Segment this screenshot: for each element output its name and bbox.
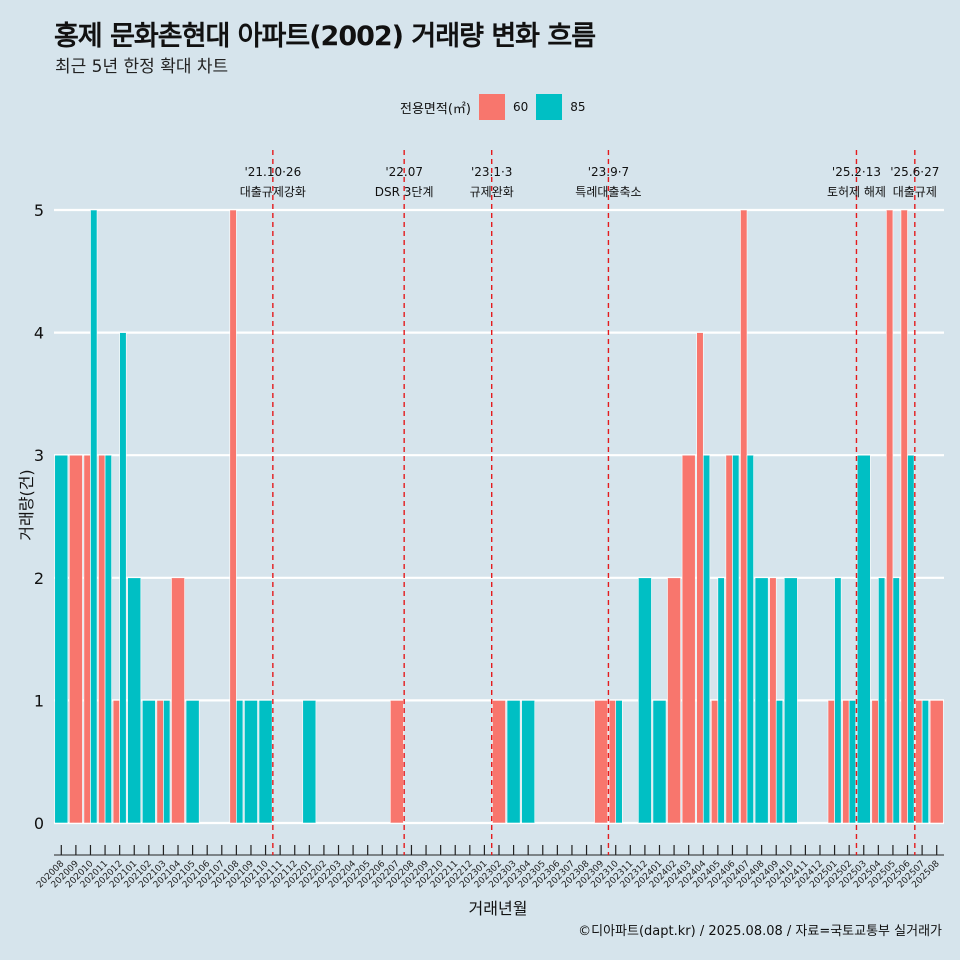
bar-60 [83, 454, 91, 824]
event-desc-label: 규제완화 [470, 185, 514, 199]
bar-85 [732, 454, 740, 824]
bar-85 [907, 454, 915, 824]
bar-85 [746, 454, 754, 824]
bar-85 [754, 577, 769, 824]
bar-60 [594, 700, 608, 824]
bar-60 [725, 454, 733, 824]
bar-60 [69, 454, 83, 824]
bar-85 [834, 577, 842, 824]
bar-85 [185, 700, 200, 824]
event-date-label: '21.10·26 [244, 165, 301, 179]
bar-85 [104, 454, 112, 824]
event-date-label: '23.9·7 [588, 165, 629, 179]
bar-85 [258, 700, 273, 824]
bar-60 [229, 209, 237, 824]
bar-85 [878, 577, 886, 824]
bar-85 [506, 700, 521, 824]
bar-60 [696, 332, 704, 824]
bar-60 [915, 700, 923, 824]
event-date-label: '22.07 [385, 165, 423, 179]
source-credit: ©디아파트(dapt.kr) / 2025.08.08 / 자료=국토교통부 실… [578, 924, 942, 939]
bar-60 [710, 700, 719, 824]
y-tick-label: 2 [34, 569, 44, 588]
bar-85 [127, 577, 142, 824]
legend-label-85: 85 [570, 100, 586, 114]
chart-title: 홍제 문화촌현대 아파트(2002) 거래량 변화 흐름 [54, 21, 596, 52]
bar-60 [740, 209, 748, 824]
bar-85 [652, 700, 667, 824]
legend-key-85 [536, 94, 563, 120]
legend-title: 전용면적(㎡) [400, 101, 471, 117]
y-tick-label: 0 [34, 814, 44, 833]
bar-60 [608, 700, 617, 824]
x-axis-title: 거래년월 [469, 899, 528, 918]
bar-85 [783, 577, 798, 824]
bar-85 [856, 454, 871, 824]
event-date-label: '25.2·13 [832, 165, 881, 179]
bar-60 [492, 700, 506, 824]
event-desc-label: DSR 3단계 [375, 185, 434, 199]
bar-60 [769, 577, 777, 824]
bar-60 [681, 454, 696, 824]
bar-85 [702, 454, 711, 824]
bar-60 [929, 700, 944, 824]
event-desc-label: 특례대출축소 [575, 185, 641, 199]
bar-85 [521, 700, 536, 824]
y-tick-label: 3 [34, 446, 44, 465]
bar-85 [638, 577, 652, 824]
bar-60 [156, 700, 164, 824]
event-desc-label: 대출규제강화 [240, 185, 306, 199]
bar-60 [871, 700, 879, 824]
bar-60 [842, 700, 850, 824]
bar-85 [615, 700, 623, 824]
event-desc-label: 대출규제 [893, 185, 937, 199]
bar-60 [98, 454, 106, 824]
bar-85 [848, 700, 857, 824]
bar-85 [775, 700, 784, 824]
bar-85 [141, 700, 156, 824]
chart-subtitle: 최근 5년 한정 확대 차트 [55, 57, 229, 77]
event-date-label: '23.1·3 [471, 165, 512, 179]
legend: 전용면적(㎡) 60 85 [400, 92, 594, 122]
bar-85 [717, 577, 725, 824]
legend-label-60: 60 [512, 100, 529, 114]
y-tick-label: 5 [34, 201, 44, 220]
bar-85 [119, 332, 127, 824]
bar-60 [112, 700, 120, 824]
bar-60 [900, 209, 908, 824]
bar-85 [892, 577, 900, 824]
event-desc-label: 토허제 해제 [827, 185, 886, 199]
bar-85 [236, 700, 244, 824]
bar-60 [886, 209, 894, 824]
bar-85 [163, 700, 171, 824]
bar-85 [54, 454, 69, 824]
bar-85 [302, 700, 317, 824]
bar-60 [171, 577, 185, 824]
bar-60 [827, 700, 835, 824]
bar-60 [390, 700, 404, 824]
y-tick-label: 4 [34, 324, 44, 343]
bar-85 [244, 700, 258, 824]
bar-60 [667, 577, 681, 824]
event-date-label: '25.6·27 [890, 165, 939, 179]
legend-key-60 [478, 94, 505, 120]
bar-85 [90, 209, 98, 824]
y-tick-label: 1 [34, 691, 44, 710]
y-axis-title: 거래량(건) [17, 469, 36, 540]
bar-85 [921, 700, 929, 824]
